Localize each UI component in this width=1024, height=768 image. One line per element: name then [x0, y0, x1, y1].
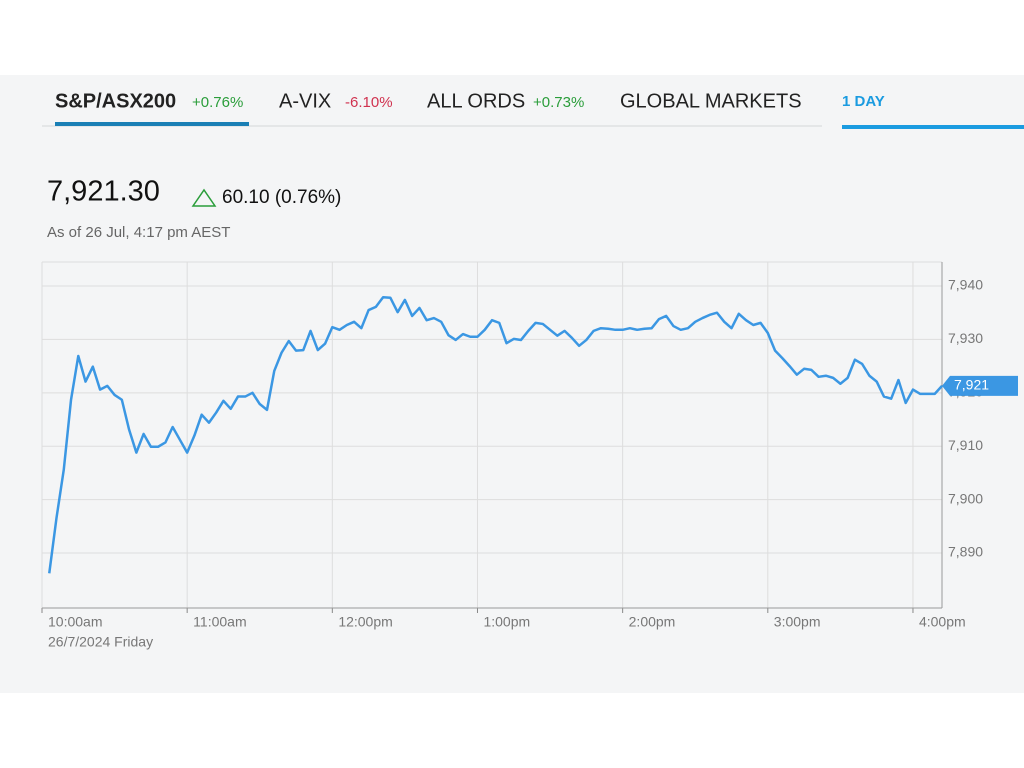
up-arrow — [191, 188, 217, 207]
as-of: As of 26 Jul, 4:17 pm AEST — [47, 224, 230, 241]
last-value-label: 7,921 — [954, 377, 989, 393]
tab-change[interactable]: +0.73% — [533, 94, 584, 111]
tab-name[interactable]: S&P/ASX200 — [55, 90, 176, 112]
y-tick-label: 7,930 — [948, 330, 983, 346]
last-value-flag — [942, 375, 1018, 396]
tab-bar: S&P/ASX200 +0.76% A-VIX -6.10% ALL ORDS +0.73… — [55, 90, 802, 112]
active-tab-underline — [55, 122, 249, 126]
y-tick-label: 7,940 — [948, 277, 983, 293]
x-tick-label: 10:00am — [48, 614, 102, 630]
panel — [0, 75, 1024, 693]
price-line — [48, 295, 943, 574]
date-label: 26/7/2024 Friday — [48, 634, 153, 650]
range-underline — [842, 125, 1024, 129]
y-tick-label: 7,910 — [948, 437, 983, 453]
range-tab[interactable]: 1 DAY — [842, 93, 885, 110]
tab-change[interactable]: +0.76% — [192, 94, 243, 111]
tab-name[interactable]: GLOBAL MARKETS — [620, 90, 802, 112]
tab-name[interactable]: ALL ORDS — [427, 90, 525, 112]
x-tick-label: 2:00pm — [629, 614, 676, 630]
tab-change[interactable]: -6.10% — [345, 94, 393, 111]
x-tick-label: 1:00pm — [483, 614, 530, 630]
price-change: 60.10 (0.76%) — [222, 187, 341, 208]
x-tick-label: 11:00am — [193, 614, 246, 630]
chart: 7,8907,9007,9107,9207,9307,94010:00am11:… — [41, 261, 1018, 650]
x-tick-label: 3:00pm — [774, 614, 821, 630]
y-tick-label: 7,900 — [948, 490, 983, 506]
y-tick-label: 7,890 — [948, 544, 983, 560]
x-tick-label: 4:00pm — [919, 614, 966, 630]
x-tick-label: 12:00pm — [338, 614, 392, 630]
price: 7,921.30 — [47, 176, 160, 208]
tab-name[interactable]: A-VIX — [279, 90, 331, 112]
